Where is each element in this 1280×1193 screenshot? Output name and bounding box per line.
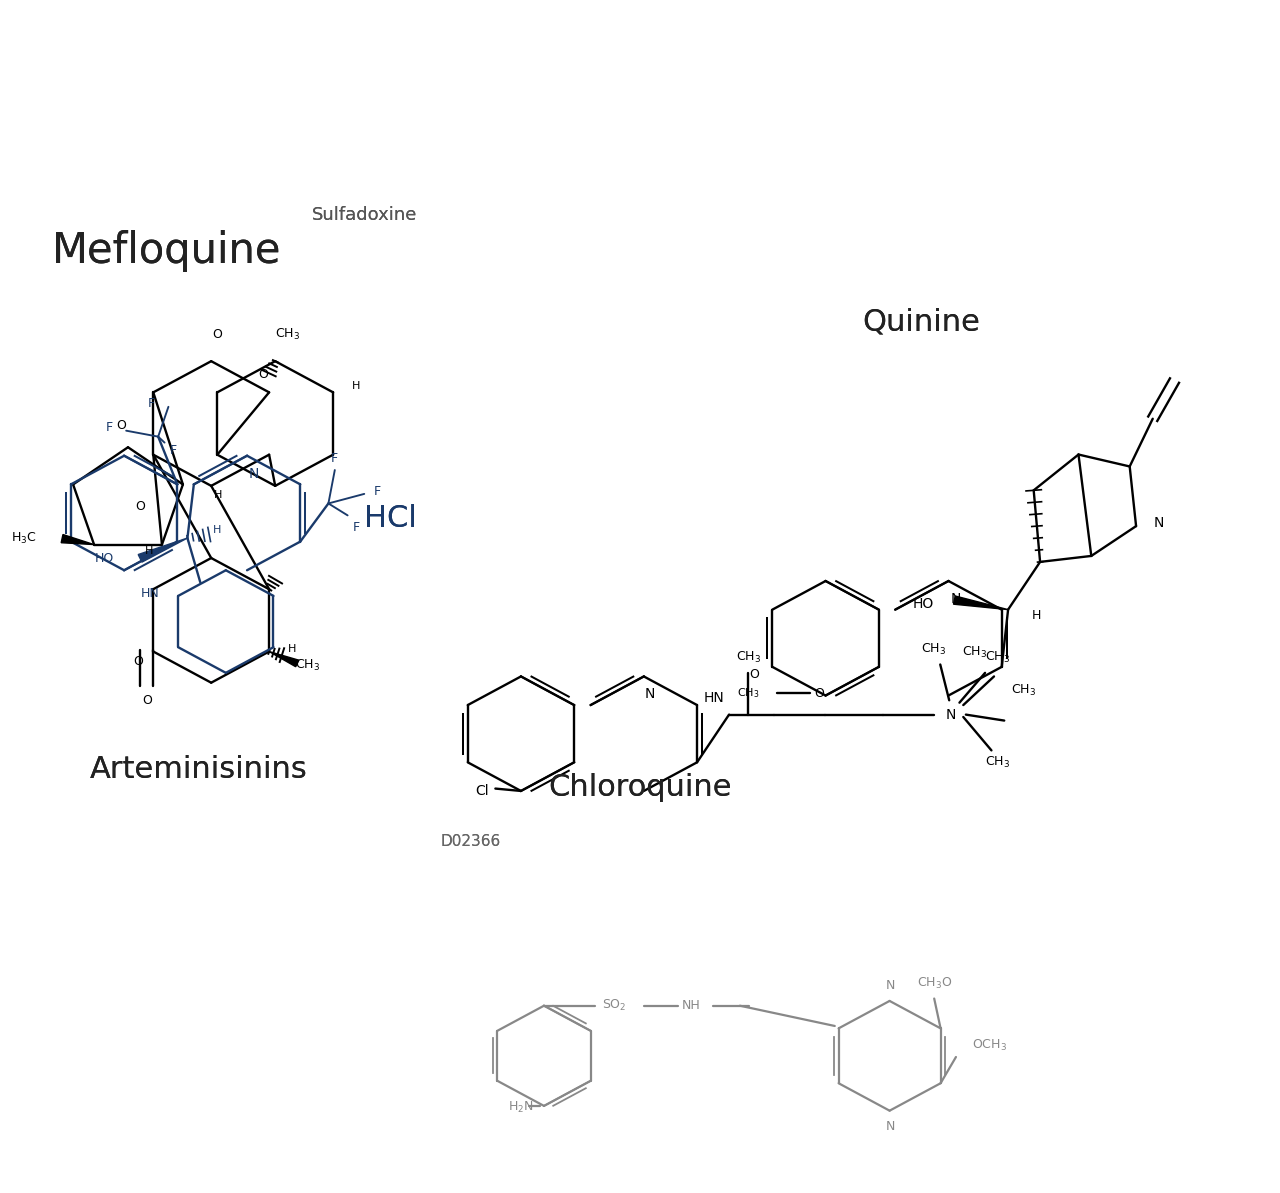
Text: HN: HN bbox=[703, 691, 724, 705]
Text: H: H bbox=[288, 644, 297, 654]
Polygon shape bbox=[138, 538, 187, 562]
Text: N: N bbox=[645, 687, 655, 701]
Text: HO: HO bbox=[95, 552, 114, 564]
Text: Sulfadoxine: Sulfadoxine bbox=[312, 205, 417, 224]
Text: Quinine: Quinine bbox=[863, 308, 980, 336]
Text: H$_2$N: H$_2$N bbox=[508, 1100, 534, 1114]
Text: Mefloquine: Mefloquine bbox=[51, 229, 282, 272]
Text: CH$_3$: CH$_3$ bbox=[1011, 684, 1036, 698]
Text: Mefloquine: Mefloquine bbox=[51, 229, 282, 272]
Text: O: O bbox=[116, 419, 127, 432]
Text: Arteminisinins: Arteminisinins bbox=[90, 755, 307, 784]
Text: O: O bbox=[212, 328, 223, 341]
Text: CH$_3$: CH$_3$ bbox=[963, 645, 987, 660]
Text: Cl: Cl bbox=[476, 784, 489, 798]
Text: NH: NH bbox=[682, 1000, 700, 1012]
Text: H: H bbox=[212, 525, 221, 534]
Text: CH$_3$O: CH$_3$O bbox=[916, 976, 952, 990]
Text: F: F bbox=[353, 521, 360, 533]
Text: O: O bbox=[133, 655, 143, 668]
Text: CH$_3$: CH$_3$ bbox=[736, 650, 760, 665]
Polygon shape bbox=[954, 596, 1009, 610]
Text: H: H bbox=[1032, 610, 1041, 622]
Text: O: O bbox=[136, 500, 146, 513]
Text: D02366: D02366 bbox=[440, 834, 502, 848]
Text: CH$_3$: CH$_3$ bbox=[736, 686, 759, 700]
Text: F: F bbox=[148, 397, 155, 409]
Text: N: N bbox=[886, 1120, 896, 1132]
Text: Sulfadoxine: Sulfadoxine bbox=[312, 205, 417, 224]
Text: D02366: D02366 bbox=[440, 834, 502, 848]
Text: CH$_3$: CH$_3$ bbox=[922, 642, 946, 656]
Polygon shape bbox=[61, 534, 93, 544]
Polygon shape bbox=[269, 651, 298, 667]
Text: N: N bbox=[886, 979, 896, 991]
Text: OCH$_3$: OCH$_3$ bbox=[972, 1038, 1006, 1052]
Text: O: O bbox=[142, 694, 152, 706]
Text: Chloroquine: Chloroquine bbox=[548, 773, 732, 802]
Text: N: N bbox=[946, 707, 956, 722]
Text: SO$_2$: SO$_2$ bbox=[602, 999, 627, 1013]
Text: CH$_3$: CH$_3$ bbox=[986, 650, 1010, 665]
Text: H: H bbox=[214, 490, 221, 500]
Text: O: O bbox=[749, 668, 759, 680]
Text: F: F bbox=[170, 445, 177, 457]
Text: Arteminisinins: Arteminisinins bbox=[90, 755, 307, 784]
Text: F: F bbox=[332, 452, 338, 464]
Text: Chloroquine: Chloroquine bbox=[548, 773, 732, 802]
Text: N: N bbox=[951, 592, 961, 606]
Text: N: N bbox=[248, 466, 259, 481]
Text: CH$_3$: CH$_3$ bbox=[986, 755, 1010, 769]
Text: HCl: HCl bbox=[364, 505, 417, 533]
Text: F: F bbox=[106, 421, 113, 433]
Text: HN: HN bbox=[141, 587, 160, 600]
Text: O: O bbox=[814, 687, 824, 699]
Text: O: O bbox=[257, 367, 268, 381]
Text: H: H bbox=[145, 545, 154, 556]
Text: CH$_3$: CH$_3$ bbox=[275, 327, 301, 342]
Text: N: N bbox=[1155, 515, 1165, 530]
Text: HCl: HCl bbox=[364, 505, 417, 533]
Text: CH$_3$: CH$_3$ bbox=[294, 659, 320, 673]
Text: HO: HO bbox=[913, 596, 934, 611]
Text: Quinine: Quinine bbox=[863, 308, 980, 336]
Text: H: H bbox=[352, 382, 361, 391]
Text: H$_3$C: H$_3$C bbox=[12, 531, 36, 546]
Text: F: F bbox=[374, 486, 380, 497]
